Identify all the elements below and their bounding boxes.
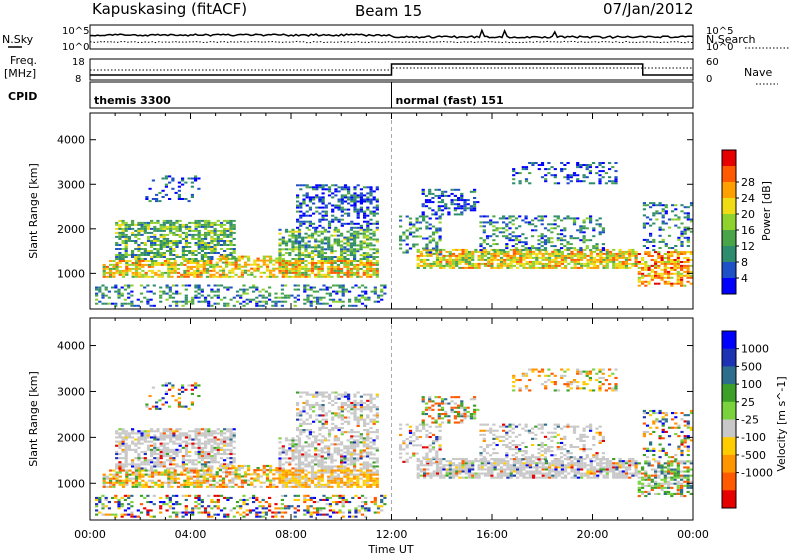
xtick-label: 20:00 [577, 528, 609, 541]
velocity-axes: 1000 2000 3000 4000 [57, 340, 693, 490]
date-title: 07/Jan/2012 [603, 0, 694, 18]
ytick-label: 3000 [57, 178, 85, 191]
colorbar-tick: -100 [741, 431, 766, 444]
freq-tick-bottom: 8 [75, 74, 81, 85]
colorbar-tick: 8 [741, 256, 748, 269]
velocity-ylabel: Slant Range [km] [27, 371, 40, 467]
colorbar-tick: -500 [741, 449, 766, 462]
colorbar-tick: 12 [741, 240, 755, 253]
search-tick-bottom: 10^0 [706, 42, 733, 53]
freq-line [90, 63, 693, 76]
colorbar-swatch [722, 490, 736, 509]
colorbar-swatch [722, 472, 736, 491]
search-tick-top: 10^5 [706, 26, 733, 37]
colorbar-swatch [722, 278, 736, 295]
cpid-label: CPID [8, 90, 37, 103]
beam-title: Beam 15 [355, 2, 422, 20]
colorbar-swatch [722, 454, 736, 474]
nave-tick-bottom: 0 [706, 74, 712, 85]
ytick-label: 1000 [57, 477, 85, 490]
colorbar-swatch [722, 331, 736, 350]
nave-label: Nave [744, 66, 772, 79]
power-colorbar-label: Power [dB] [760, 181, 773, 241]
velocity-colorbar-label: Velocity [m s^-1] [775, 376, 788, 471]
ytick-label: 2000 [57, 223, 85, 236]
xtick-label: 16:00 [476, 528, 508, 541]
freq-tick-top: 18 [72, 57, 85, 68]
colorbar-tick: 28 [741, 176, 755, 189]
colorbar-tick: 20 [741, 208, 755, 221]
colorbar-swatch [722, 150, 736, 167]
colorbar-tick: 4 [741, 272, 748, 285]
cpid-segment-label: themis 3300 [94, 94, 171, 107]
colorbar-tick: -25 [741, 414, 759, 427]
velocity-heatmap [95, 318, 694, 520]
sky-tick-bottom: 10^0 [62, 42, 89, 53]
velocity-colorbar: 1000 500 100 25 -25 -100 -500 -1000 [721, 330, 773, 509]
colorbar-swatch [722, 366, 736, 385]
search-noise-line [89, 40, 693, 44]
search-label: N.Search [706, 33, 756, 46]
colorbar-swatch [722, 348, 736, 367]
sky-search-panel [89, 24, 694, 50]
sky-label: N.Sky [2, 33, 34, 46]
colorbar-tick: 25 [741, 396, 755, 409]
ytick-label: 3000 [57, 385, 85, 398]
colorbar-swatch [722, 437, 736, 456]
colorbar-swatch [722, 401, 736, 420]
colorbar-swatch [722, 419, 736, 438]
time-axis: 00:00 04:00 08:00 12:00 16:00 20:00 00:00 [74, 113, 709, 541]
freq-unit-label: [MHz] [4, 67, 36, 80]
power-heatmap [95, 113, 694, 309]
ytick-label: 1000 [57, 267, 85, 280]
colorbar-swatch [722, 262, 736, 279]
colorbar-tick: 1000 [741, 343, 769, 356]
station-title: Kapuskasing (fitACF) [92, 0, 247, 18]
ytick-label: 4000 [57, 134, 85, 147]
colorbar-swatch [722, 230, 736, 247]
ytick-label: 2000 [57, 431, 85, 444]
colorbar-swatch [722, 246, 736, 263]
power-colorbar: 4 8 12 16 20 24 28 [721, 149, 755, 295]
xtick-label: 12:00 [376, 528, 408, 541]
colorbar-tick: 16 [741, 224, 755, 237]
sky-noise-line [89, 28, 694, 39]
colorbar-tick: 500 [741, 360, 762, 373]
time-xlabel: Time UT [367, 543, 413, 554]
colorbar-swatch [722, 198, 736, 215]
xtick-label: 04:00 [175, 528, 207, 541]
xtick-label: 00:00 [74, 528, 106, 541]
nave-tick-top: 60 [706, 57, 719, 68]
colorbar-tick: 24 [741, 192, 755, 205]
colorbar-tick: -1000 [741, 467, 773, 480]
colorbar-swatch [722, 182, 736, 199]
cpid-segments: themis 3300 normal (fast) 151 [94, 82, 504, 108]
power-axes: 1000 2000 3000 4000 [57, 134, 693, 280]
colorbar-swatch [722, 166, 736, 183]
colorbar-tick: 100 [741, 378, 762, 391]
xtick-label: 08:00 [275, 528, 307, 541]
freq-label: Freq. [10, 54, 37, 67]
xtick-label: 00:00 [677, 528, 709, 541]
ytick-label: 4000 [57, 340, 85, 353]
colorbar-swatch [722, 384, 736, 403]
cpid-segment-label: normal (fast) 151 [396, 94, 504, 107]
power-ylabel: Slant Range [km] [27, 163, 40, 259]
colorbar-swatch [722, 214, 736, 231]
sky-tick-top: 10^5 [62, 26, 89, 37]
nave-line [90, 67, 693, 71]
